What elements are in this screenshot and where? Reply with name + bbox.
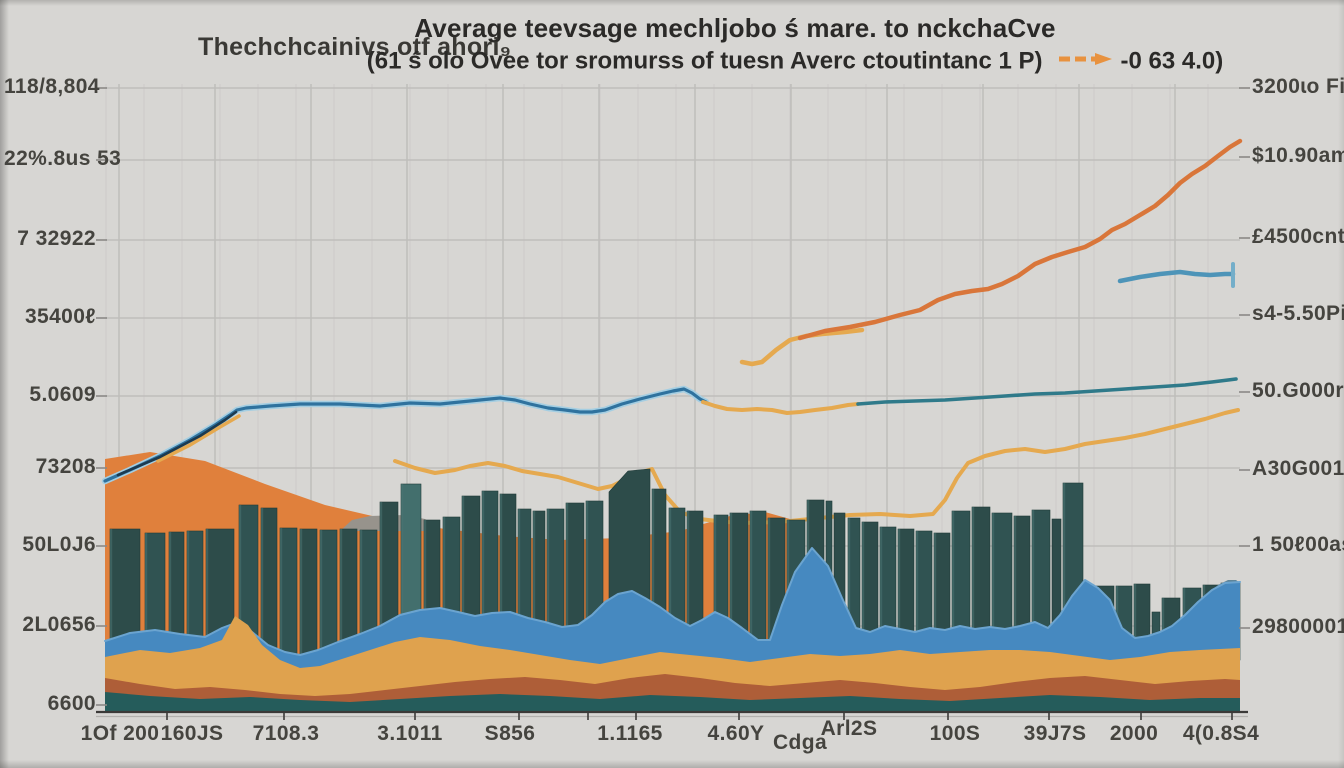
x-axis-label: 2000: [1109, 722, 1159, 745]
y-axis-right-label: 3200ɩo Fiɕ: [1252, 75, 1344, 98]
skyline-bar-highlight: [169, 532, 172, 660]
y-axis-left-label: 118/8,804: [4, 75, 100, 98]
blue-dash-line: [1117, 269, 1236, 284]
blue-line-dark-core: [116, 410, 238, 477]
y-axis-left-label: 7 32922: [17, 227, 96, 250]
skyline-bar-highlight: [898, 529, 901, 660]
skyline-bar-highlight: [880, 527, 883, 660]
skyline-bar-highlight: [1134, 584, 1137, 660]
y-axis-left-label: 73208: [35, 455, 96, 478]
skyline-bar-highlight: [300, 529, 303, 660]
skyline-bar-highlight: [1162, 598, 1165, 660]
band-teal-area: [105, 692, 1240, 712]
skyline-bar-highlight: [669, 508, 672, 660]
chart-title-left: Thechchcainivs otf ahori₉: [198, 33, 512, 61]
skyline-bar-highlight: [714, 515, 717, 660]
x-axis-label: 3.1011: [377, 722, 443, 745]
chart-title-line2: (61 ś olo Ovee tor sromurss of tuesn Ave…: [250, 46, 1340, 78]
gold-top-line: [739, 327, 865, 367]
gold-bartop-line: [393, 408, 1240, 525]
skyline-bar: [299, 528, 318, 661]
skyline-bar-highlight: [586, 501, 589, 660]
x-axis-label: S856: [484, 722, 536, 745]
y-axis-right-label: 50.G000r: [1252, 379, 1344, 402]
band-blue-edge: [104, 547, 1241, 656]
skyline-bar-highlight: [280, 528, 283, 660]
skyline-bar-highlight: [380, 502, 383, 660]
y-axis-left-label: 50L0J6: [22, 533, 96, 556]
skyline-bar-highlight: [424, 520, 427, 660]
x-axis-label: 39J7S: [1023, 722, 1087, 745]
skyline-bar-highlight: [401, 484, 404, 660]
skyline-bar-highlight: [750, 511, 753, 660]
x-axis-label: 4.60Y: [707, 722, 765, 745]
skyline-bar-highlight: [768, 518, 771, 660]
skyline-bar-highlight: [518, 509, 521, 660]
skyline-bar-highlight: [934, 533, 937, 660]
skyline-bar-highlight: [533, 511, 536, 660]
skyline-bar-highlight: [443, 517, 446, 660]
skyline-bar-highlight: [547, 509, 550, 660]
skyline-bar-highlight: [916, 531, 919, 660]
trend-annotation: -0 63 4.0): [1120, 47, 1224, 75]
skyline-bar-highlight: [239, 505, 242, 660]
skyline-bar-highlight: [972, 507, 975, 660]
y-axis-right-label: $10.90amm: [1252, 144, 1344, 167]
skyline-bar: [260, 507, 278, 661]
skyline-bar-highlight: [992, 513, 995, 660]
skyline-bar-highlight: [1032, 510, 1035, 660]
teal-line: [856, 377, 1238, 406]
skyline-bar-highlight: [482, 491, 485, 660]
y-axis-right-label: s4-5.50Piech: [1252, 302, 1344, 325]
skyline-bar-highlight: [340, 529, 343, 660]
skyline-bar-highlight: [652, 489, 655, 660]
skyline-bar-highlight: [500, 494, 503, 660]
x-axis-label: 4(0.8S4: [1182, 722, 1260, 745]
y-axis-left-label: 5.0609: [29, 383, 96, 406]
band-tan-area: [105, 616, 1240, 712]
chart-subtitle-text: (61 ś olo Ovee tor sromurss of tuesn Ave…: [366, 47, 1043, 75]
x-axis-label: Cdga: [772, 731, 828, 754]
skyline-bar-highlight: [952, 511, 955, 660]
orange-trend-line: [797, 138, 1243, 341]
y-axis-right-label: 29800001: [1252, 615, 1344, 638]
skyline-bar-highlight: [1063, 483, 1066, 660]
x-axis-label: 1.1165: [597, 722, 663, 745]
skyline-bar-highlight: [862, 522, 865, 660]
mid-gold-line: [701, 400, 860, 415]
y-axis-left-label: 35400ℓ: [24, 305, 96, 328]
x-axis-label: 1Of 200: [80, 722, 160, 745]
gold-side-line: [156, 414, 241, 463]
x-axis-label: 7108.3: [252, 722, 320, 745]
trend-arrow-icon: [1057, 46, 1115, 74]
skyline-bar-highlight: [261, 508, 264, 660]
skyline-bar-highlight: [687, 511, 690, 660]
y-axis-left-label: 2L0656: [22, 613, 96, 636]
skyline-bar: [319, 529, 338, 661]
skyline-bar-highlight: [187, 531, 190, 660]
x-axis-label: 160JS: [160, 722, 224, 745]
skyline-bar-highlight: [462, 496, 465, 660]
skyline-bar-highlight: [206, 529, 209, 660]
y-axis-right-label: A30G0018Д: [1252, 457, 1344, 480]
skyline-bar-highlight: [360, 530, 363, 660]
y-axis-left-label: 22%.8us 53: [4, 147, 122, 170]
y-axis-right-label: 1 50ℓ00as: [1252, 533, 1344, 556]
skyline-bar: [279, 527, 298, 661]
skyline-bar-highlight: [730, 513, 733, 660]
x-axis-label: Arl2S: [820, 717, 878, 740]
y-axis-left-label: 6600: [47, 692, 96, 715]
skyline-bar-highlight: [848, 518, 851, 660]
skyline-bar-highlight: [566, 503, 569, 660]
skyline-bar-highlight: [145, 533, 148, 660]
skyline-bar-highlight: [1014, 516, 1017, 660]
skyline-bar-highlight: [110, 529, 113, 660]
chart-title-line1: Average teevsage mechljobo ś mare. to nc…: [414, 13, 1056, 43]
x-axis-label: 100S: [929, 722, 981, 745]
y-axis-right-label: £4500cnt 8: [1252, 225, 1344, 248]
skyline-bar-highlight: [320, 530, 323, 660]
